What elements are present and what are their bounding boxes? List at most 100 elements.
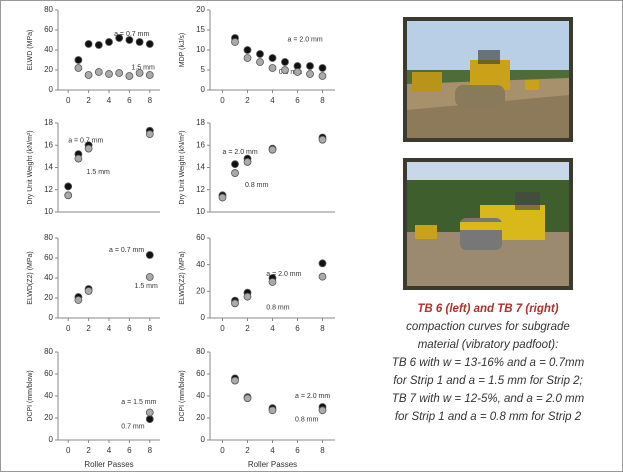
y-tick-label: 60 (44, 369, 53, 378)
y-tick-label: 10 (196, 207, 205, 216)
y-axis-label: ELWD(Z2) (MPa) (179, 251, 186, 305)
y-tick-label: 60 (44, 253, 53, 262)
y-tick-label: 12 (44, 185, 53, 194)
y-tick-label: 20 (196, 286, 205, 295)
x-tick-label: 0 (220, 446, 225, 455)
annotation: 0.8 mm (279, 69, 303, 76)
point (231, 169, 239, 177)
point (94, 41, 103, 49)
point (243, 54, 252, 62)
x-tick-label: 8 (320, 96, 325, 105)
x-tick-label: 6 (295, 96, 300, 105)
x-tick-label: 0 (66, 96, 71, 105)
point (243, 394, 252, 403)
point (84, 287, 93, 295)
y-tick-label: 60 (44, 25, 53, 34)
x-tick-label: 6 (295, 446, 300, 455)
point (281, 66, 289, 74)
y-tick-label: 40 (44, 391, 53, 400)
x-tick-label: 2 (245, 324, 250, 333)
point (318, 272, 327, 281)
point (243, 292, 252, 301)
caption-line: TB 7 with w = 12-5%, and a = 2.0 mm (392, 393, 585, 405)
y-axis-label: DCPI (mm/blow) (179, 370, 186, 421)
annotation: a = 2.0 mm (295, 393, 330, 400)
y-tick-label: 80 (44, 5, 53, 14)
point (268, 145, 277, 154)
annotation: 0.7 mm (121, 424, 145, 431)
point (231, 299, 239, 308)
y-axis-label: Dry Unit Weight (kN/m³) (179, 130, 186, 204)
point (231, 38, 239, 46)
y-tick-label: 0 (49, 435, 54, 444)
point (135, 69, 144, 77)
y-tick-label: 60 (196, 233, 205, 242)
point (268, 406, 277, 415)
point (268, 54, 277, 62)
y-tick-label: 60 (196, 369, 205, 378)
point (115, 34, 124, 42)
point (105, 38, 113, 46)
annotation: 1.5 mm (135, 283, 159, 290)
x-tick-label: 8 (320, 446, 325, 455)
y-tick-label: 12 (196, 185, 205, 194)
point (268, 64, 277, 72)
x-tick-label: 4 (270, 446, 275, 455)
y-tick-label: 0 (49, 313, 54, 322)
x-tick-label: 8 (148, 324, 153, 333)
point (105, 70, 113, 78)
x-tick-label: 0 (220, 96, 225, 105)
y-tick-label: 80 (44, 347, 53, 356)
point (145, 415, 154, 424)
caption-line: TB 6 with w = 13-16% and a = 0.7mm (392, 357, 585, 369)
y-tick-label: 20 (44, 293, 53, 302)
point (318, 135, 327, 144)
point (145, 408, 154, 417)
point (231, 376, 239, 385)
y-tick-label: 20 (196, 413, 205, 422)
annotation: 0.8 mm (295, 417, 319, 424)
y-axis-label: DCPI (mm/blow) (27, 370, 34, 421)
point (84, 71, 93, 79)
y-tick-label: 16 (44, 140, 53, 149)
caption-line: for Strip 1 and a = 1.5 mm for Strip 2; (393, 375, 583, 387)
x-tick-label: 4 (270, 324, 275, 333)
photo-tb6 (403, 17, 573, 142)
point (115, 69, 124, 77)
y-tick-label: 16 (196, 140, 205, 149)
x-tick-label: 0 (66, 446, 71, 455)
point (256, 58, 264, 66)
annotation: a = 1.5 mm (121, 399, 156, 406)
y-tick-label: 20 (196, 5, 205, 14)
x-tick-label: 6 (127, 324, 132, 333)
x-tick-label: 2 (86, 324, 91, 333)
annotation: a = 0.7 mm (114, 31, 149, 38)
point (74, 296, 83, 304)
annotation: 0.8 mm (245, 182, 269, 189)
y-tick-label: 0 (201, 313, 206, 322)
point (243, 46, 252, 54)
point (306, 62, 314, 70)
y-tick-label: 18 (44, 118, 53, 127)
point (268, 278, 277, 286)
x-tick-label: 4 (107, 324, 112, 333)
y-axis-label: Dry Unit Weight (kN/m³) (27, 130, 34, 204)
caption-line: material (vibratory padfoot): (418, 339, 559, 351)
point (145, 71, 154, 79)
annotation: a = 0.7 mm (68, 138, 103, 145)
point (125, 36, 134, 44)
x-tick-label: 0 (220, 324, 225, 333)
point (256, 50, 264, 58)
x-tick-label: 4 (107, 96, 112, 105)
y-tick-label: 0 (49, 85, 54, 94)
y-tick-label: 0 (201, 435, 206, 444)
y-tick-label: 14 (196, 163, 205, 172)
point (64, 191, 73, 200)
point (218, 193, 227, 202)
caption-title: TB 6 (left) and TB 7 (right) (417, 303, 558, 315)
point (318, 72, 327, 80)
point (94, 68, 103, 76)
y-tick-label: 10 (44, 207, 53, 216)
point (84, 40, 93, 48)
x-tick-label: 6 (295, 324, 300, 333)
